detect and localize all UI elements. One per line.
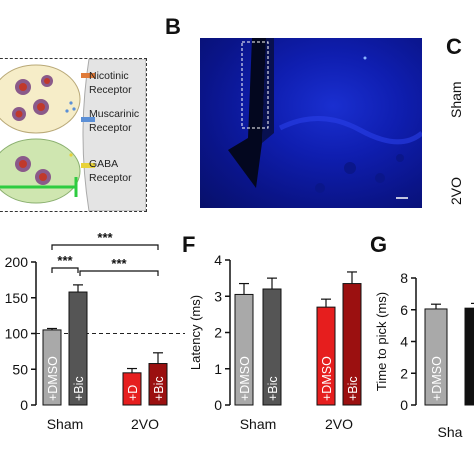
panel-label-b: B bbox=[165, 14, 181, 39]
group-label: 2VO bbox=[325, 416, 353, 432]
y-tick-label: 50 bbox=[12, 361, 28, 377]
y-tick-label: 1 bbox=[214, 361, 222, 377]
significance-bracket-2-label: *** bbox=[57, 253, 73, 268]
microscopy-image bbox=[200, 38, 422, 208]
bar-label: +D bbox=[126, 385, 140, 401]
bar bbox=[148, 363, 168, 406]
y-axis-label: Latency (ms) bbox=[188, 295, 203, 370]
y-tick-label: 2 bbox=[214, 325, 222, 341]
neuron-illustration bbox=[0, 59, 146, 211]
bar bbox=[42, 329, 62, 406]
receptor-diagram: Nicotinic Receptor Muscarinic Receptor G… bbox=[0, 58, 147, 212]
bar-label: +DMSO bbox=[430, 356, 444, 401]
chart-f: 0 1 2 3 4 Latency (ms) +DMSO +Bic +DMSO +Bic Sham 2… bbox=[188, 252, 362, 432]
group-label: Sham bbox=[240, 416, 277, 432]
y-tick-label: 6 bbox=[400, 302, 408, 318]
chart-e: 0 50 100 150 200 +DMSO +Bic +D +Bic Sham 2VO *** ***… bbox=[5, 230, 185, 432]
group-label: 2VO bbox=[131, 416, 159, 432]
y-tick-label: 4 bbox=[400, 334, 408, 350]
significance-bracket-1-label: *** bbox=[97, 230, 113, 245]
significance-bracket-3-label: *** bbox=[111, 256, 127, 271]
y-tick-label: 0 bbox=[400, 397, 408, 413]
bar-label: +Bic bbox=[266, 376, 280, 401]
y-tick-label: 8 bbox=[400, 270, 408, 286]
bar bbox=[68, 291, 88, 406]
y-tick-label: 4 bbox=[214, 252, 222, 268]
bar-label: +Bic bbox=[152, 376, 166, 401]
y-axis-label: Time to pick (ms) bbox=[374, 292, 389, 391]
y-tick-label: 150 bbox=[5, 290, 29, 306]
panel-label-c: C bbox=[446, 34, 462, 59]
y-tick-label: 0 bbox=[20, 397, 28, 413]
panel-c-row-sham: Sham bbox=[448, 81, 464, 118]
y-tick-label: 100 bbox=[5, 326, 29, 342]
bar bbox=[262, 288, 282, 406]
bar-label: +DMSO bbox=[320, 356, 334, 401]
bar bbox=[464, 307, 474, 406]
y-tick-label: 0 bbox=[214, 397, 222, 413]
bar-label: +Bic bbox=[346, 376, 360, 401]
y-tick-label: 200 bbox=[5, 254, 29, 270]
bar-label: +DMSO bbox=[238, 356, 252, 401]
bar bbox=[342, 283, 362, 406]
bar bbox=[316, 306, 336, 406]
receptor-label-gaba: GABA Receptor bbox=[89, 158, 132, 184]
significance-bracket-2 bbox=[51, 267, 79, 273]
group-label: Sha bbox=[438, 424, 463, 440]
significance-bracket-3 bbox=[79, 270, 159, 276]
bar-label: +DMSO bbox=[46, 356, 60, 401]
y-tick-label: 2 bbox=[400, 365, 408, 381]
panel-label-g: G bbox=[370, 232, 388, 257]
bar bbox=[234, 293, 254, 406]
bar bbox=[424, 308, 448, 406]
chart-g: 0 2 4 6 8 Time to pick (ms) +DMSO Sha bbox=[374, 270, 474, 440]
bar-label: +Bic bbox=[72, 376, 86, 401]
panel-label-f: F bbox=[182, 232, 196, 257]
significance-bracket-1 bbox=[51, 244, 159, 250]
brain-slice-overlay bbox=[228, 38, 422, 199]
bar bbox=[122, 372, 142, 406]
y-tick-label: 3 bbox=[214, 288, 222, 304]
receptor-label-muscarinic: Muscarinic Receptor bbox=[89, 108, 140, 134]
panel-c-row-2vo: 2VO bbox=[448, 176, 464, 205]
group-label: Sham bbox=[47, 416, 84, 432]
receptor-label-nicotinic: Nicotinic Receptor bbox=[89, 70, 132, 96]
